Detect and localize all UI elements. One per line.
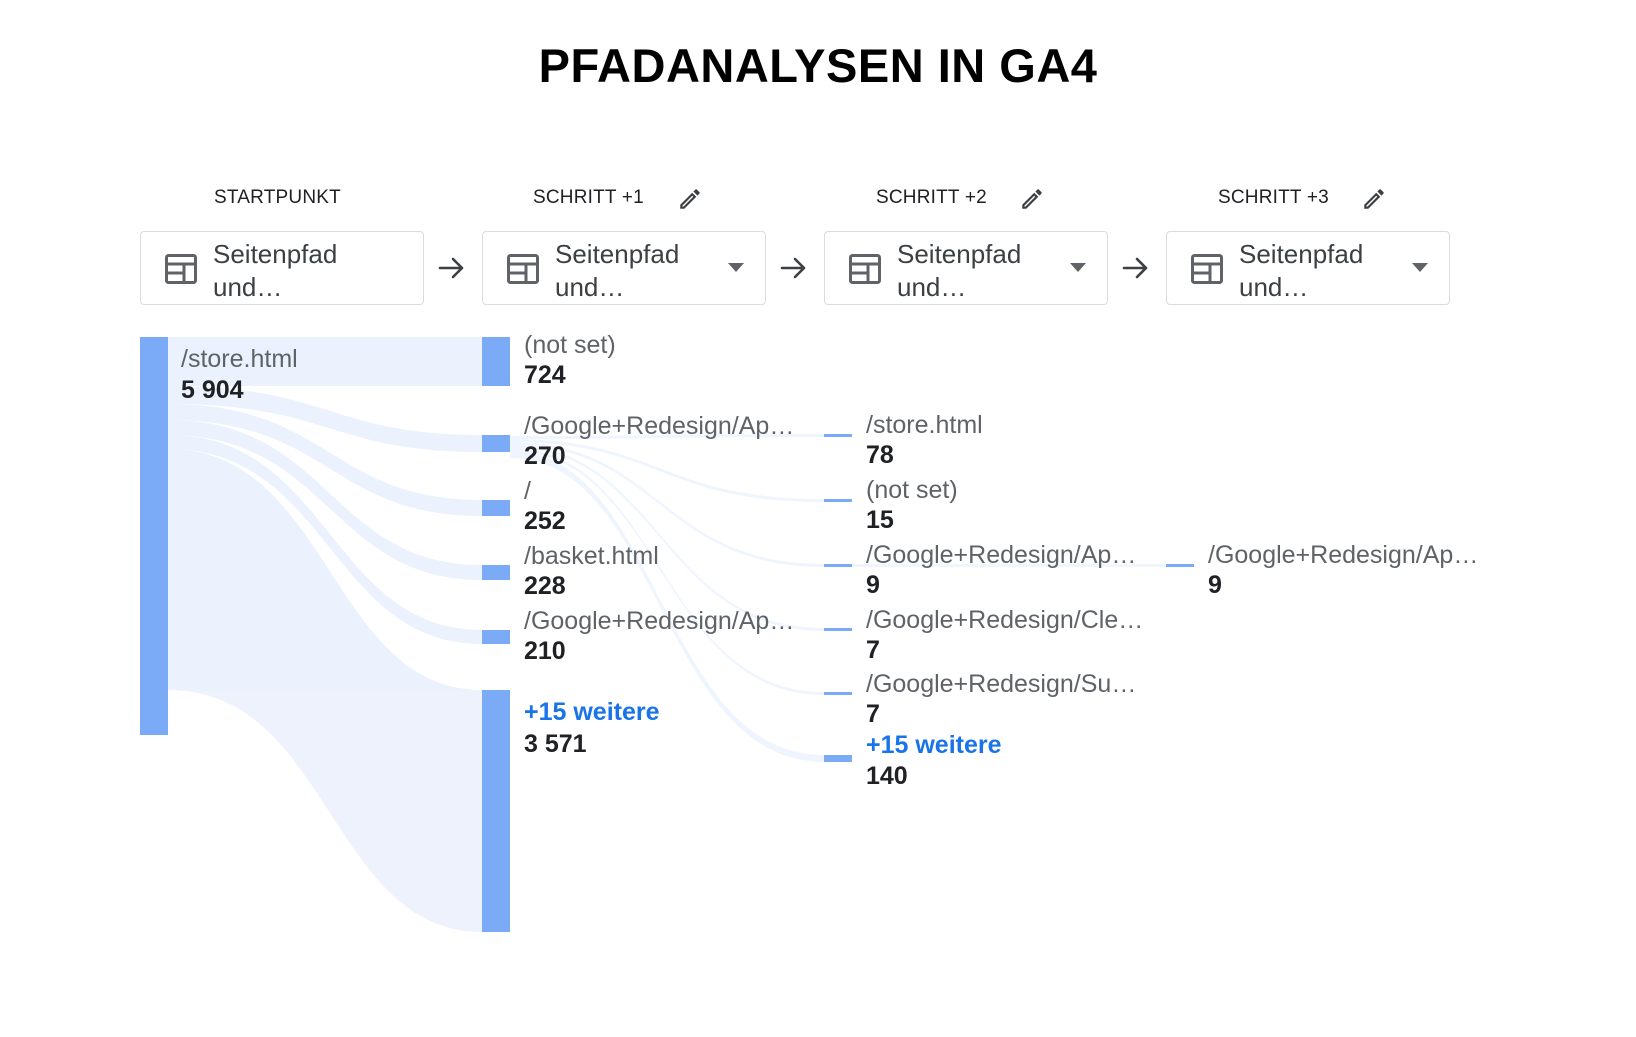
node-value: 3 571 (524, 730, 587, 758)
step-header-3: SCHRITT +3 (1218, 187, 1329, 208)
node-label[interactable]: /Google+Redesign/Ap… (866, 541, 1137, 569)
flow-link (168, 404, 482, 516)
flow-link (168, 337, 482, 386)
node-value: 9 (1208, 571, 1222, 599)
node-bar[interactable] (824, 434, 852, 437)
node-bar[interactable] (1166, 564, 1194, 567)
dimension-select-start[interactable]: Seitenpfad und… (140, 231, 424, 305)
dimension-label: Seitenpfad und… (897, 239, 1022, 302)
page-title: PFADANALYSEN IN GA4 (538, 39, 1098, 92)
arrow-right-icon (438, 257, 464, 279)
dimension-select-step-1[interactable]: Seitenpfad und… (482, 231, 766, 305)
node-bar[interactable] (824, 692, 852, 695)
node-bar[interactable] (824, 499, 852, 502)
more-link[interactable]: +15 weitere (866, 731, 1002, 759)
node-bar[interactable] (824, 564, 852, 567)
arrow-right-icon (780, 257, 806, 279)
dimension-select-step-2[interactable]: Seitenpfad und… (824, 231, 1108, 305)
table-icon (1191, 254, 1223, 284)
pencil-icon[interactable] (1361, 186, 1387, 212)
flow-link (510, 434, 824, 439)
node-bar[interactable] (482, 630, 510, 644)
dropdown-icon[interactable] (1411, 262, 1429, 274)
node-bar[interactable] (482, 565, 510, 580)
node-bar[interactable] (482, 690, 510, 932)
flow-link (168, 435, 482, 644)
node-value: 15 (866, 506, 894, 534)
dimension-label: Seitenpfad und… (555, 239, 680, 302)
dimension-label: Seitenpfad und… (1239, 239, 1364, 302)
step-header-start: STARTPUNKT (214, 187, 341, 208)
more-link[interactable]: +15 weitere (524, 698, 660, 726)
dropdown-icon[interactable] (727, 262, 745, 274)
node-value: 228 (524, 572, 566, 600)
node-label[interactable]: /Google+Redesign/Su… (866, 670, 1137, 698)
node-value: 140 (866, 762, 908, 790)
flow-link (168, 690, 482, 932)
dropdown-icon[interactable] (1069, 262, 1087, 274)
table-icon (507, 254, 539, 284)
node-label[interactable]: (not set) (524, 331, 616, 359)
node-label[interactable]: / (524, 477, 531, 505)
node-value: 252 (524, 507, 566, 535)
step-header-2: SCHRITT +2 (876, 187, 987, 208)
node-value: 7 (866, 700, 880, 728)
flow-link (168, 449, 482, 690)
step-header-1: SCHRITT +1 (533, 187, 644, 208)
node-label[interactable]: /Google+Redesign/Cle… (866, 606, 1144, 634)
table-icon (165, 254, 197, 284)
node-bar[interactable] (824, 628, 852, 631)
node-value: 210 (524, 637, 566, 665)
node-label[interactable]: (not set) (866, 476, 958, 504)
node-value: 78 (866, 441, 894, 469)
node-bar[interactable] (482, 337, 510, 386)
node-bar[interactable] (482, 500, 510, 516)
dimension-label: Seitenpfad und… (213, 239, 338, 302)
node-label[interactable]: /Google+Redesign/Ap… (524, 412, 795, 440)
node-label[interactable]: /store.html (866, 411, 983, 439)
node-label[interactable]: /Google+Redesign/Ap… (1208, 541, 1479, 569)
node-value: 724 (524, 361, 566, 389)
node-bar[interactable] (482, 435, 510, 452)
node-value: 7 (866, 636, 880, 664)
node-value: 270 (524, 442, 566, 470)
node-label[interactable]: /store.html (181, 345, 298, 373)
node-value: 9 (866, 571, 880, 599)
node-bar-start[interactable] (140, 337, 168, 735)
flow-link (852, 564, 1166, 567)
node-label[interactable]: /basket.html (524, 542, 659, 570)
node-label[interactable]: /Google+Redesign/Ap… (524, 607, 795, 635)
table-icon (849, 254, 881, 284)
node-value: 5 904 (181, 376, 244, 404)
flow-link (168, 420, 482, 580)
arrow-right-icon (1122, 257, 1148, 279)
node-bar[interactable] (824, 755, 852, 762)
pencil-icon[interactable] (677, 186, 703, 212)
pencil-icon[interactable] (1019, 186, 1045, 212)
flow-link (168, 386, 482, 452)
dimension-select-step-3[interactable]: Seitenpfad und… (1166, 231, 1450, 305)
